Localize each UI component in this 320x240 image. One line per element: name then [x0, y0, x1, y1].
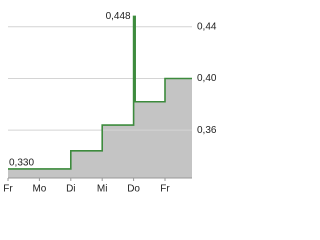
x-tick-label: Mi [97, 184, 108, 195]
x-tick-label: Di [66, 184, 75, 195]
price-line [8, 15, 192, 170]
x-tick-label: Fr [3, 184, 13, 195]
area-fill [8, 16, 192, 179]
annotation: 0,330 [9, 158, 34, 169]
annotation: 0,448 [106, 11, 131, 22]
x-tick-label: Mo [32, 184, 46, 195]
chart: 0,36 0,40 0,44 Fr Mo Di Mi Do Fr 0,448 0,330 [3, 11, 217, 195]
y-tick-label: 0,36 [197, 125, 217, 136]
y-tick-label: 0,40 [197, 73, 217, 84]
x-tick-label: Do [127, 184, 140, 195]
x-tick-label: Fr [160, 184, 170, 195]
y-tick-label: 0,44 [197, 21, 217, 32]
